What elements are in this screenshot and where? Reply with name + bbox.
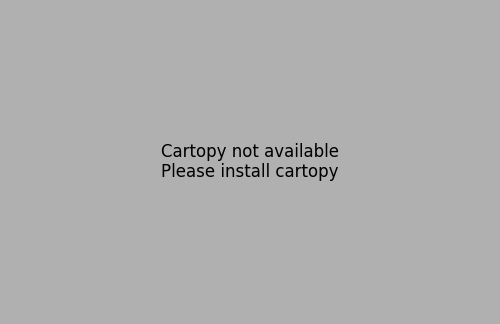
Text: Cartopy not available
Please install cartopy: Cartopy not available Please install car…: [161, 143, 339, 181]
